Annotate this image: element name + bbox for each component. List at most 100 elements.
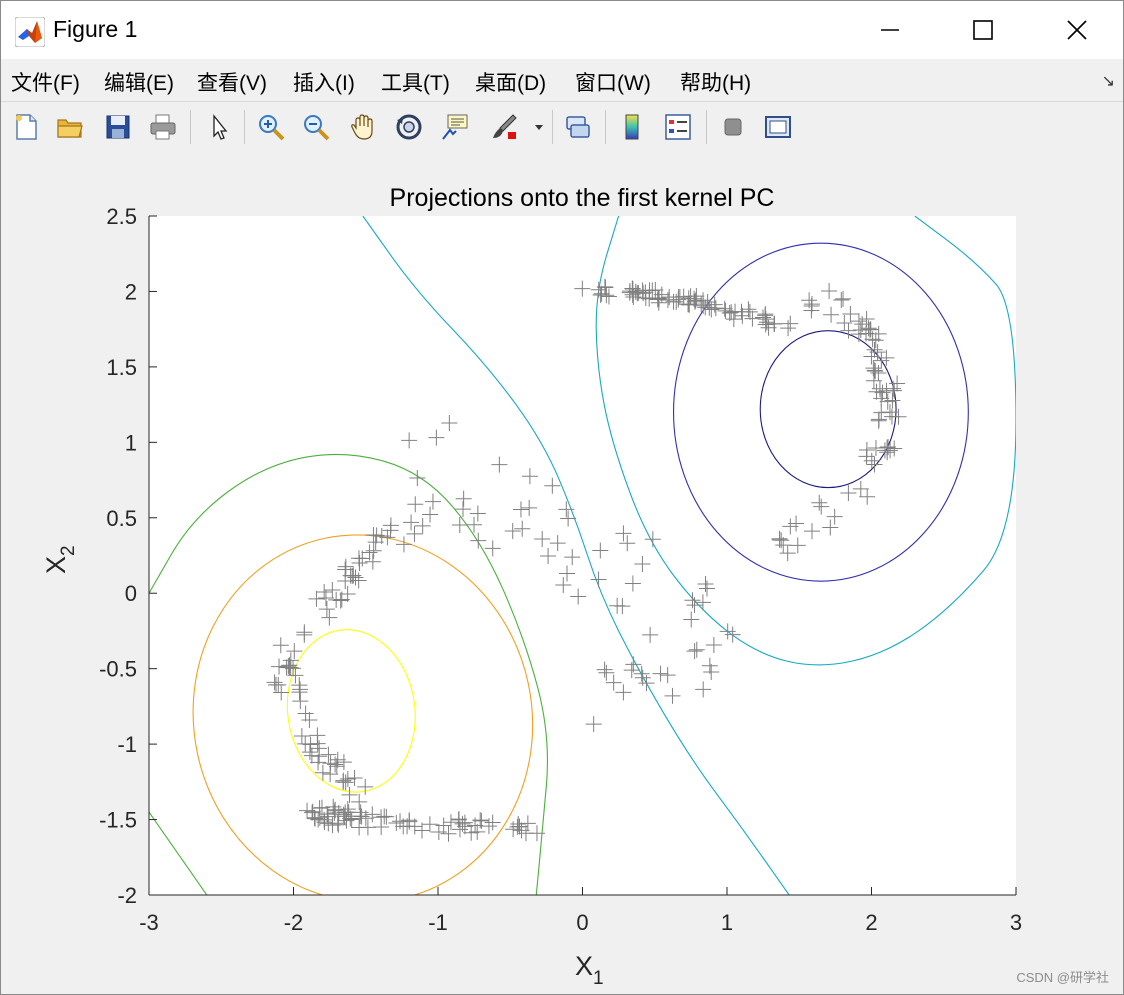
data-cursor-button[interactable] xyxy=(436,108,474,146)
legend-button[interactable] xyxy=(659,108,697,146)
menu-file[interactable]: 文件(F) xyxy=(11,72,80,95)
new-figure-button[interactable] xyxy=(7,108,45,146)
zoom-in-icon xyxy=(259,115,285,141)
data-point xyxy=(337,572,354,589)
y-tick-label: 1.5 xyxy=(106,355,137,380)
figure-canvas: Projections onto the first kernel PC -3-… xyxy=(1,152,1123,994)
data-point xyxy=(883,408,900,425)
data-point xyxy=(862,321,879,338)
zoom-out-button[interactable] xyxy=(297,108,335,146)
hide-plot-tools-button[interactable] xyxy=(714,108,752,146)
data-point xyxy=(659,667,676,684)
data-point xyxy=(325,798,342,815)
data-point xyxy=(311,740,328,757)
data-point xyxy=(505,821,522,838)
new-file-icon xyxy=(16,114,37,140)
data-point xyxy=(484,540,501,557)
data-point xyxy=(335,774,352,791)
contour-6 xyxy=(759,330,897,489)
contour-1 xyxy=(192,534,534,895)
data-point xyxy=(409,469,426,486)
printer-icon xyxy=(150,114,176,140)
close-button[interactable] xyxy=(1031,1,1123,59)
data-point xyxy=(350,550,367,567)
open-file-button[interactable] xyxy=(51,108,89,146)
data-point xyxy=(463,824,480,841)
menu-help[interactable]: 帮助(H) xyxy=(680,72,752,95)
print-figure-button[interactable] xyxy=(144,108,182,146)
dock-arrow-icon[interactable]: ↘ xyxy=(1101,73,1115,90)
minimize-icon xyxy=(881,29,899,31)
data-point xyxy=(688,288,705,305)
rotate-3d-button[interactable] xyxy=(390,108,428,146)
data-point xyxy=(680,290,697,307)
data-point xyxy=(703,301,720,318)
data-point xyxy=(351,793,368,810)
data-point xyxy=(281,659,298,676)
y-tick-label: -2 xyxy=(117,883,137,908)
data-point xyxy=(701,657,718,674)
minimize-button[interactable] xyxy=(844,1,936,59)
data-point xyxy=(638,675,655,692)
data-point xyxy=(835,290,852,307)
data-point xyxy=(328,758,345,775)
menu-desktop[interactable]: 桌面(D) xyxy=(475,72,547,95)
data-point xyxy=(870,412,887,429)
data-point xyxy=(297,705,314,722)
data-point xyxy=(341,786,358,803)
brush-button[interactable] xyxy=(485,108,523,146)
data-point xyxy=(469,823,486,840)
data-point xyxy=(324,581,341,598)
data-point xyxy=(285,660,302,677)
data-point xyxy=(440,825,457,842)
pan-button[interactable] xyxy=(344,108,382,146)
data-point xyxy=(833,291,850,308)
data-point xyxy=(624,575,641,592)
menu-insert[interactable]: 插入(I) xyxy=(293,72,355,95)
data-point xyxy=(484,814,501,831)
data-point xyxy=(717,302,734,319)
data-point xyxy=(651,290,668,307)
data-point xyxy=(456,814,473,831)
data-point xyxy=(597,279,614,296)
colorbar-icon xyxy=(625,114,639,140)
data-point xyxy=(316,814,333,831)
data-point xyxy=(301,711,318,728)
data-point xyxy=(329,751,346,768)
y-tick-label: 2.5 xyxy=(106,204,137,229)
zoom-in-button[interactable] xyxy=(252,108,290,146)
menu-tools[interactable]: 工具(T) xyxy=(381,72,450,95)
data-point xyxy=(885,380,902,397)
data-point xyxy=(661,289,678,306)
data-point xyxy=(272,637,289,654)
edit-plot-button[interactable] xyxy=(199,108,237,146)
data-point xyxy=(771,530,788,547)
show-plot-tools-button[interactable] xyxy=(759,108,797,146)
data-point xyxy=(534,531,551,548)
watermark: CSDN @研学社 xyxy=(1016,970,1109,985)
data-point xyxy=(850,326,867,343)
data-point xyxy=(866,362,883,379)
y-tick-label: -1 xyxy=(117,732,137,757)
menu-window[interactable]: 窗口(W) xyxy=(575,72,651,95)
data-point xyxy=(821,283,838,300)
save-figure-button[interactable] xyxy=(99,108,137,146)
link-plot-button[interactable] xyxy=(559,108,597,146)
data-point xyxy=(652,665,669,682)
data-point xyxy=(630,284,647,301)
menu-view[interactable]: 查看(V) xyxy=(197,72,267,95)
data-point xyxy=(327,756,344,773)
hide-tools-icon xyxy=(724,118,742,136)
data-point xyxy=(705,637,722,654)
x-tick-label: -3 xyxy=(139,910,159,935)
data-point xyxy=(698,580,715,597)
data-point xyxy=(509,818,526,835)
maximize-button[interactable] xyxy=(937,1,1029,59)
data-point xyxy=(874,384,891,401)
menu-bar: 文件(F) 编辑(E) 查看(V) 插入(I) 工具(T) 桌面(D) 窗口(W… xyxy=(1,59,1123,101)
data-point xyxy=(491,456,508,473)
brush-dropdown[interactable] xyxy=(529,108,549,146)
data-point xyxy=(441,414,458,431)
colorbar-button[interactable] xyxy=(613,108,651,146)
menu-edit[interactable]: 编辑(E) xyxy=(104,72,174,95)
